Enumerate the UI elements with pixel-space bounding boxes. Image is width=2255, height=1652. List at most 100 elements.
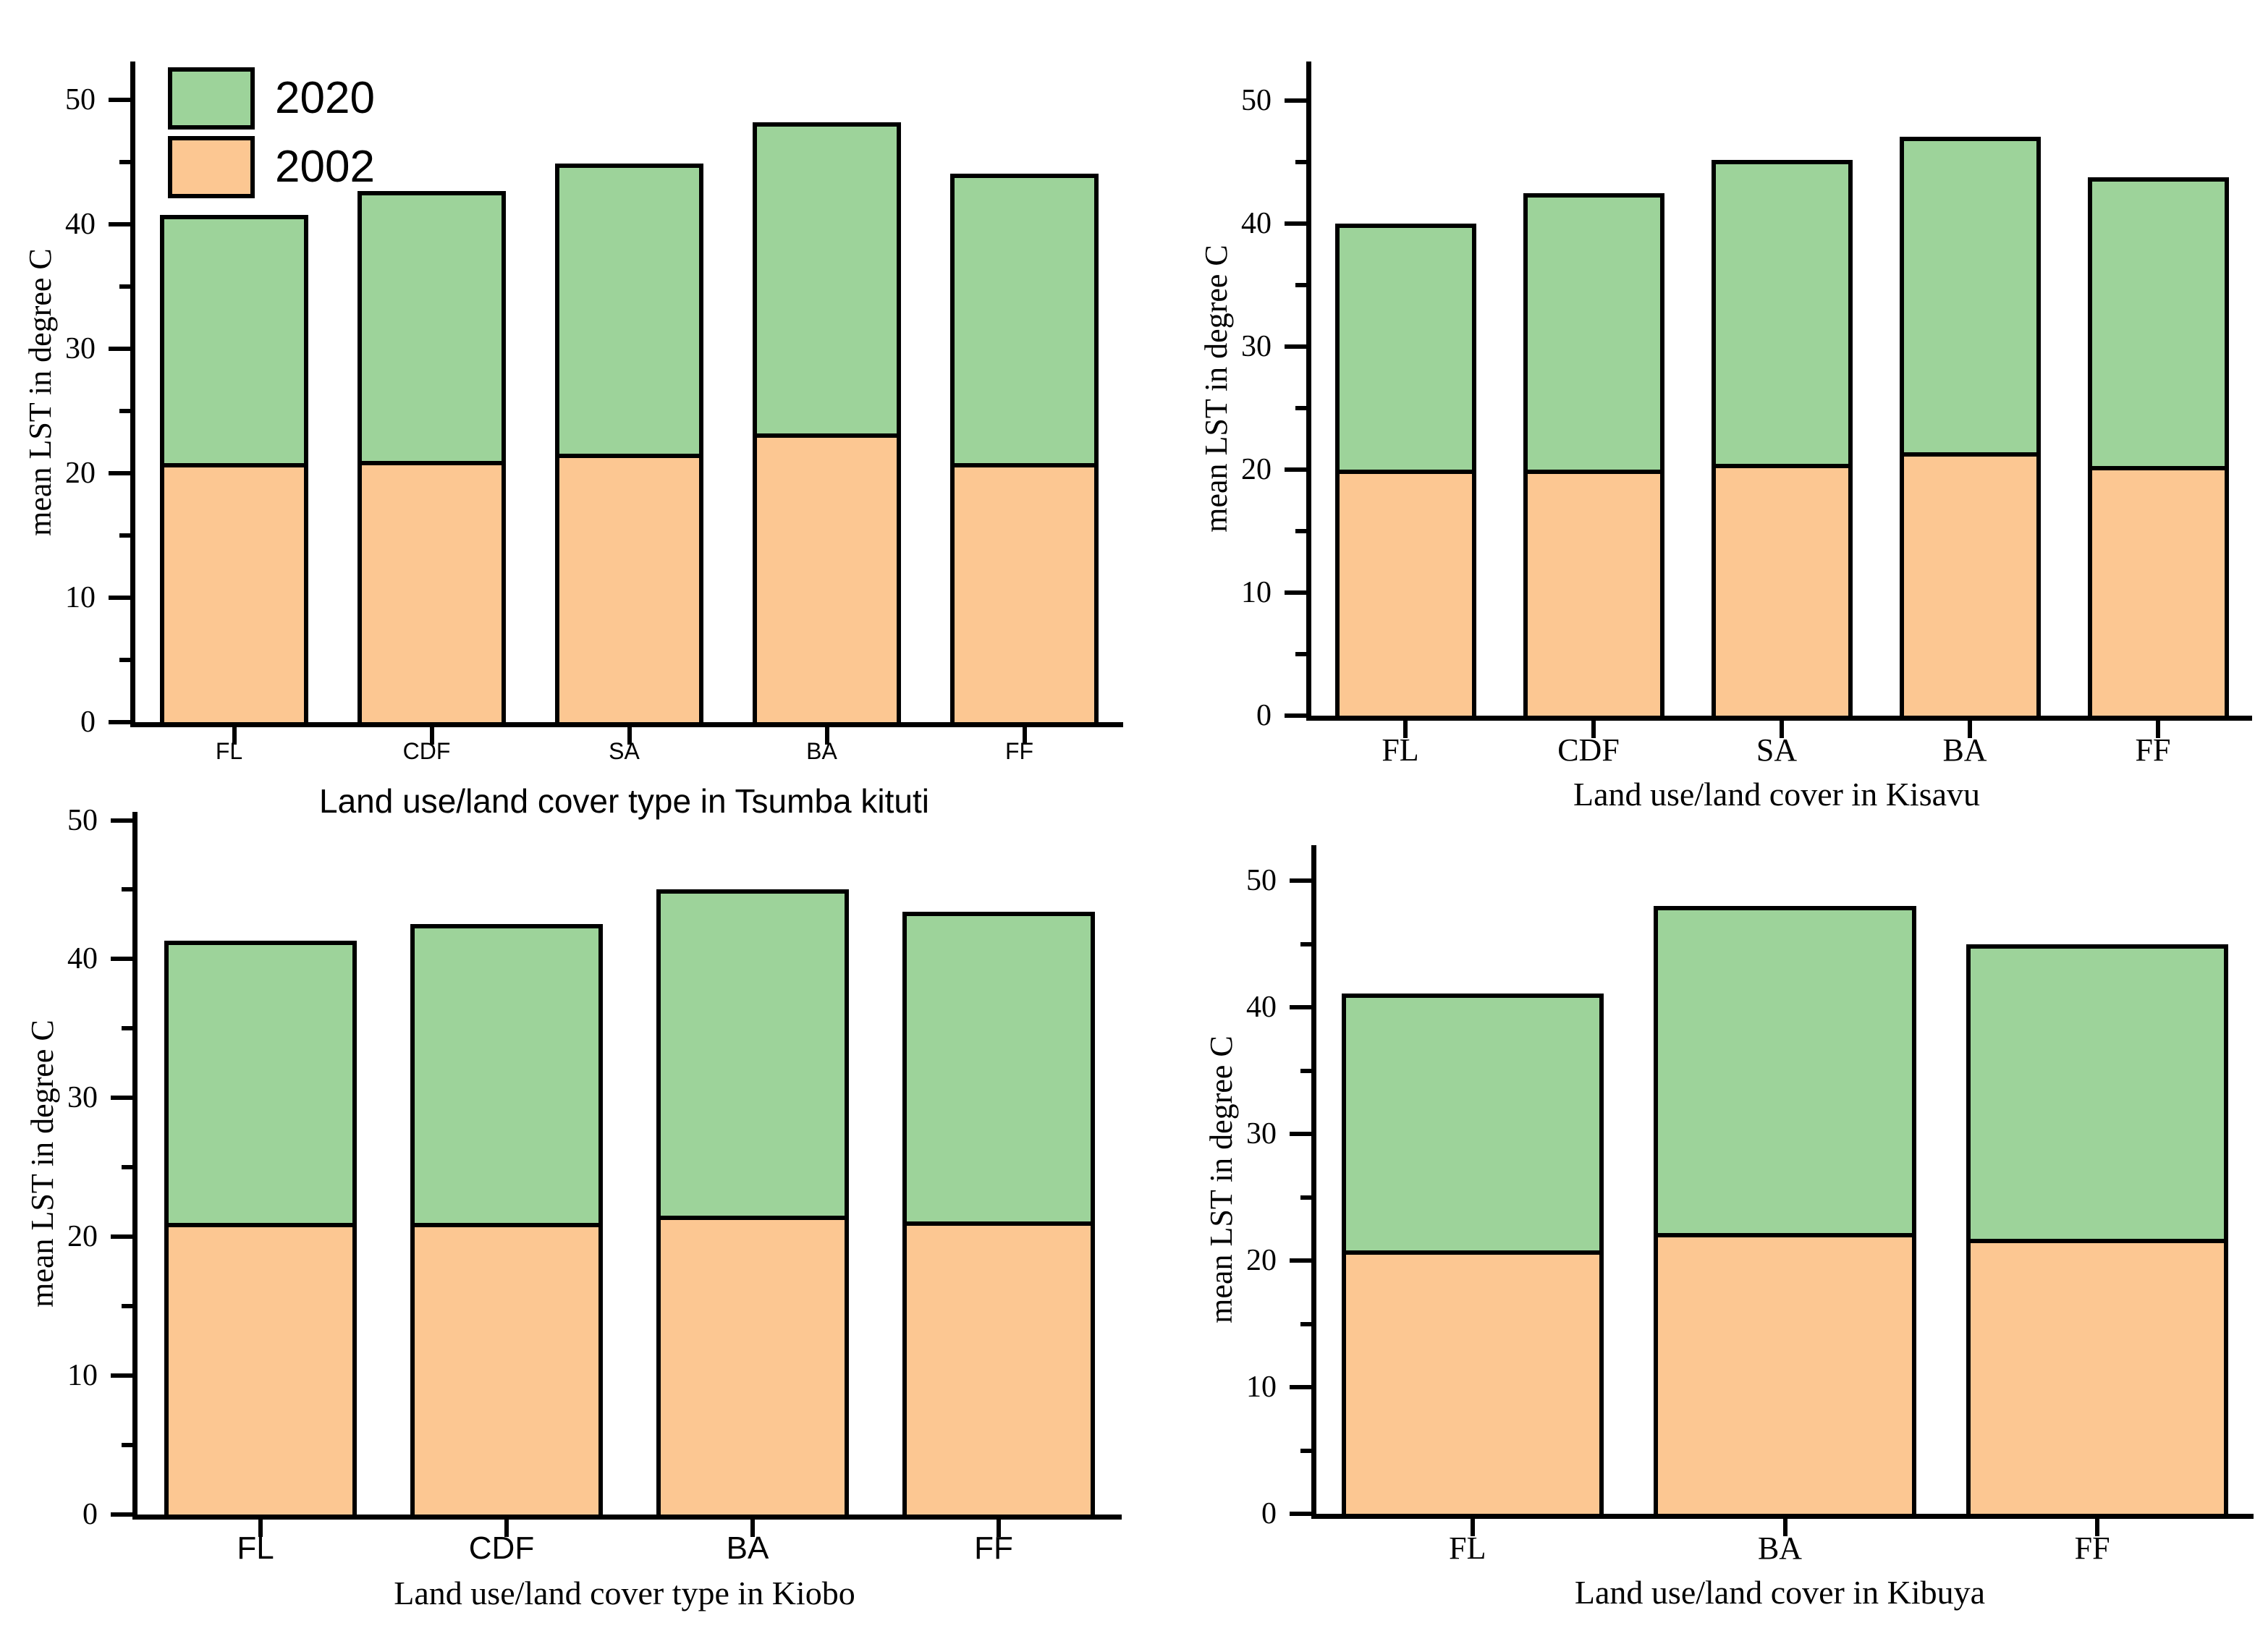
y-tick-label: 10	[67, 1359, 98, 1393]
y-minor-tick	[122, 1443, 132, 1448]
x-category-label-cdf: CDF	[468, 1530, 535, 1566]
y-tick-label: 10	[65, 581, 96, 615]
y-tick-label: 40	[67, 942, 98, 976]
y-axis-title-panel-4: mean LST in degree C	[1203, 1035, 1239, 1323]
bar-2020-ff	[902, 912, 1095, 1222]
y-major-tick	[111, 1096, 132, 1101]
y-minor-tick	[122, 1026, 132, 1031]
y-major-tick	[1285, 590, 1306, 596]
y-major-tick	[1290, 1005, 1311, 1009]
bar-2020-ff	[950, 173, 1099, 464]
y-major-tick	[1285, 467, 1306, 473]
bar-2020-ba	[656, 889, 849, 1216]
legend-label-2002: 2002	[275, 142, 375, 192]
legend-item-2002: 2002	[168, 136, 375, 198]
bar-2002-cdf	[358, 460, 506, 722]
y-minor-tick	[1300, 1068, 1311, 1073]
y-major-tick	[109, 98, 130, 103]
bar-2020-sa	[1711, 159, 1853, 464]
bar-2002-fl	[160, 463, 308, 722]
y-major-tick	[1290, 1132, 1311, 1136]
y-major-tick	[1285, 98, 1306, 103]
y-tick-label: 50	[67, 803, 98, 837]
y-minor-tick	[119, 284, 130, 289]
y-major-tick	[109, 222, 130, 227]
x-category-label-ff: FF	[974, 1530, 1013, 1566]
x-tick	[258, 1520, 263, 1537]
y-major-tick	[1290, 1385, 1311, 1389]
x-tick	[1968, 721, 1972, 738]
y-major-tick	[111, 1373, 132, 1378]
y-major-tick	[1290, 878, 1311, 883]
legend: 2020 2002	[168, 67, 375, 205]
y-tick-label: 20	[67, 1220, 98, 1254]
y-major-tick	[109, 720, 130, 724]
y-major-tick	[1285, 221, 1306, 226]
plot-area-panel-1: 0 10 20 30 40 50 2020 2002	[65, 62, 1123, 745]
plot-area-panel-3: 0 10 20 30 40 50	[67, 805, 1122, 1537]
bar-2002-fl	[164, 1223, 357, 1515]
y-minor-tick	[119, 533, 130, 538]
y-major-tick	[1290, 1258, 1311, 1263]
y-major-tick	[111, 957, 132, 962]
x-tick	[504, 1520, 509, 1537]
y-tick-label: 0	[82, 1498, 98, 1531]
y-minor-tick	[1300, 1195, 1311, 1200]
y-minor-tick	[119, 160, 130, 165]
x-axis-title-panel-4: Land use/land cover in Kibuya	[1574, 1574, 1986, 1611]
y-major-tick	[1285, 344, 1306, 350]
x-tick	[1782, 1519, 1788, 1536]
y-minor-tick	[122, 887, 132, 892]
y-tick-label: 30	[65, 332, 96, 366]
y-minor-tick	[1295, 529, 1306, 534]
x-category-label-sa: SA	[1756, 732, 1798, 768]
bar-2020-fl	[1341, 993, 1604, 1250]
bar-2020-ff	[2087, 177, 2229, 467]
x-tick	[1591, 721, 1596, 738]
y-tick-label: 50	[1241, 84, 1272, 118]
bar-2020-ba	[1899, 136, 2041, 453]
y-major-tick	[109, 347, 130, 352]
y-minor-tick	[1295, 652, 1306, 657]
bar-2020-ba	[1654, 906, 1916, 1233]
x-tick	[2095, 1519, 2100, 1536]
y-tick-label: 20	[1241, 453, 1272, 487]
y-minor-tick	[1295, 406, 1306, 411]
bar-2002-ff	[902, 1221, 1095, 1515]
bar-2020-sa	[555, 164, 703, 454]
y-axis-title-panel-2: mean LST in degree C	[1198, 245, 1234, 533]
bar-2020-ba	[753, 122, 901, 434]
x-tick	[824, 727, 829, 745]
x-category-label-fl: FL	[215, 738, 243, 764]
x-tick	[750, 1520, 755, 1537]
x-category-label-fl: FL	[1382, 732, 1419, 768]
y-major-tick	[109, 471, 130, 476]
x-axis-title-panel-1: Land use/land cover type in Tsumba kitut…	[319, 782, 929, 820]
x-category-label-ff: FF	[2135, 732, 2171, 768]
y-major-tick	[111, 1234, 132, 1240]
x-tick	[1780, 721, 1784, 738]
x-tick	[2156, 721, 2160, 738]
bar-2002-ba	[1654, 1232, 1916, 1514]
y-minor-tick	[1300, 941, 1311, 946]
y-minor-tick	[1295, 283, 1306, 288]
bar-2002-sa	[555, 453, 703, 722]
x-category-label-cdf: CDF	[1557, 732, 1620, 768]
bar-2002-ff	[1966, 1239, 2229, 1514]
legend-swatch-2020	[168, 67, 255, 130]
y-minor-tick	[119, 409, 130, 414]
bar-2002-ff	[2087, 466, 2229, 716]
y-tick-label: 0	[1256, 699, 1272, 732]
y-tick-label: 20	[1246, 1244, 1277, 1277]
y-tick-label: 0	[80, 706, 96, 739]
x-category-label-ba: BA	[806, 738, 837, 764]
x-category-label-fl: FL	[1449, 1530, 1486, 1566]
bar-2002-fl	[1341, 1250, 1604, 1514]
x-tick	[1022, 727, 1027, 745]
y-major-tick	[1285, 713, 1306, 718]
x-category-label-sa: SA	[609, 738, 640, 764]
y-tick-label: 30	[67, 1081, 98, 1115]
y-tick-label: 50	[65, 83, 96, 117]
x-category-label-ff: FF	[1004, 738, 1034, 764]
